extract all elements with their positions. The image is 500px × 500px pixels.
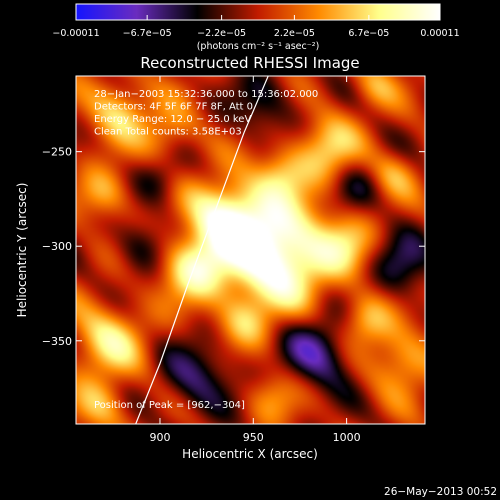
colorbar-gradient	[75, 3, 441, 21]
heatmap-image	[76, 76, 425, 424]
annotation-block: 28−Jan−2003 15:32:36.000 to 15:36:02.000…	[94, 89, 318, 138]
chart-title: Reconstructed RHESSI Image	[140, 54, 359, 72]
x-tick-label: 950	[243, 431, 264, 444]
footer-timestamp: 26−May−2013 00:52	[384, 486, 497, 498]
y-tick-label: −350	[42, 335, 72, 348]
solar-limb-line	[135, 76, 269, 424]
y-tick-label: −250	[42, 146, 72, 159]
colorbar: −0.00011 −6.7e−05 −2.2e−05 2.2e−05 6.7e−05 0.…	[52, 3, 460, 52]
y-axis-label: Heliocentric Y (arcsec)	[15, 183, 29, 318]
colorbar-tick-label: −0.00011	[52, 28, 99, 39]
x-axis-label: Heliocentric X (arcsec)	[182, 447, 318, 461]
x-axis-ticks: 900 950 1000	[149, 76, 361, 444]
colorbar-units: (photons cm⁻² s⁻¹ asec⁻²)	[197, 41, 320, 52]
x-tick-label: 1000	[333, 431, 361, 444]
annotation-line: Energy Range: 12.0 − 25.0 keV	[94, 114, 251, 125]
annotation-line: Clean Total counts: 3.58E+03	[94, 127, 242, 138]
colorbar-tick-label: 2.2e−05	[274, 28, 315, 39]
colorbar-tick-label: −2.2e−05	[197, 28, 246, 39]
colorbar-tick-label: 6.7e−05	[348, 28, 389, 39]
peak-position-label: Position of Peak = [962,−304]	[94, 400, 245, 411]
colorbar-tick-label: −6.7e−05	[123, 28, 172, 39]
colorbar-ticks: −0.00011 −6.7e−05 −2.2e−05 2.2e−05 6.7e−05 0.…	[52, 15, 460, 39]
y-tick-label: −300	[42, 240, 72, 253]
y-axis-ticks: −250 −300 −350	[42, 146, 425, 348]
colorbar-tick-label: 0.00011	[420, 28, 459, 39]
plot-frame	[75, 75, 426, 425]
annotation-line: 28−Jan−2003 15:32:36.000 to 15:36:02.000	[94, 89, 318, 100]
annotation-line: Detectors: 4F 5F 6F 7F 8F, Att 0	[94, 102, 253, 113]
heatmap	[76, 76, 425, 424]
x-tick-label: 900	[149, 431, 170, 444]
